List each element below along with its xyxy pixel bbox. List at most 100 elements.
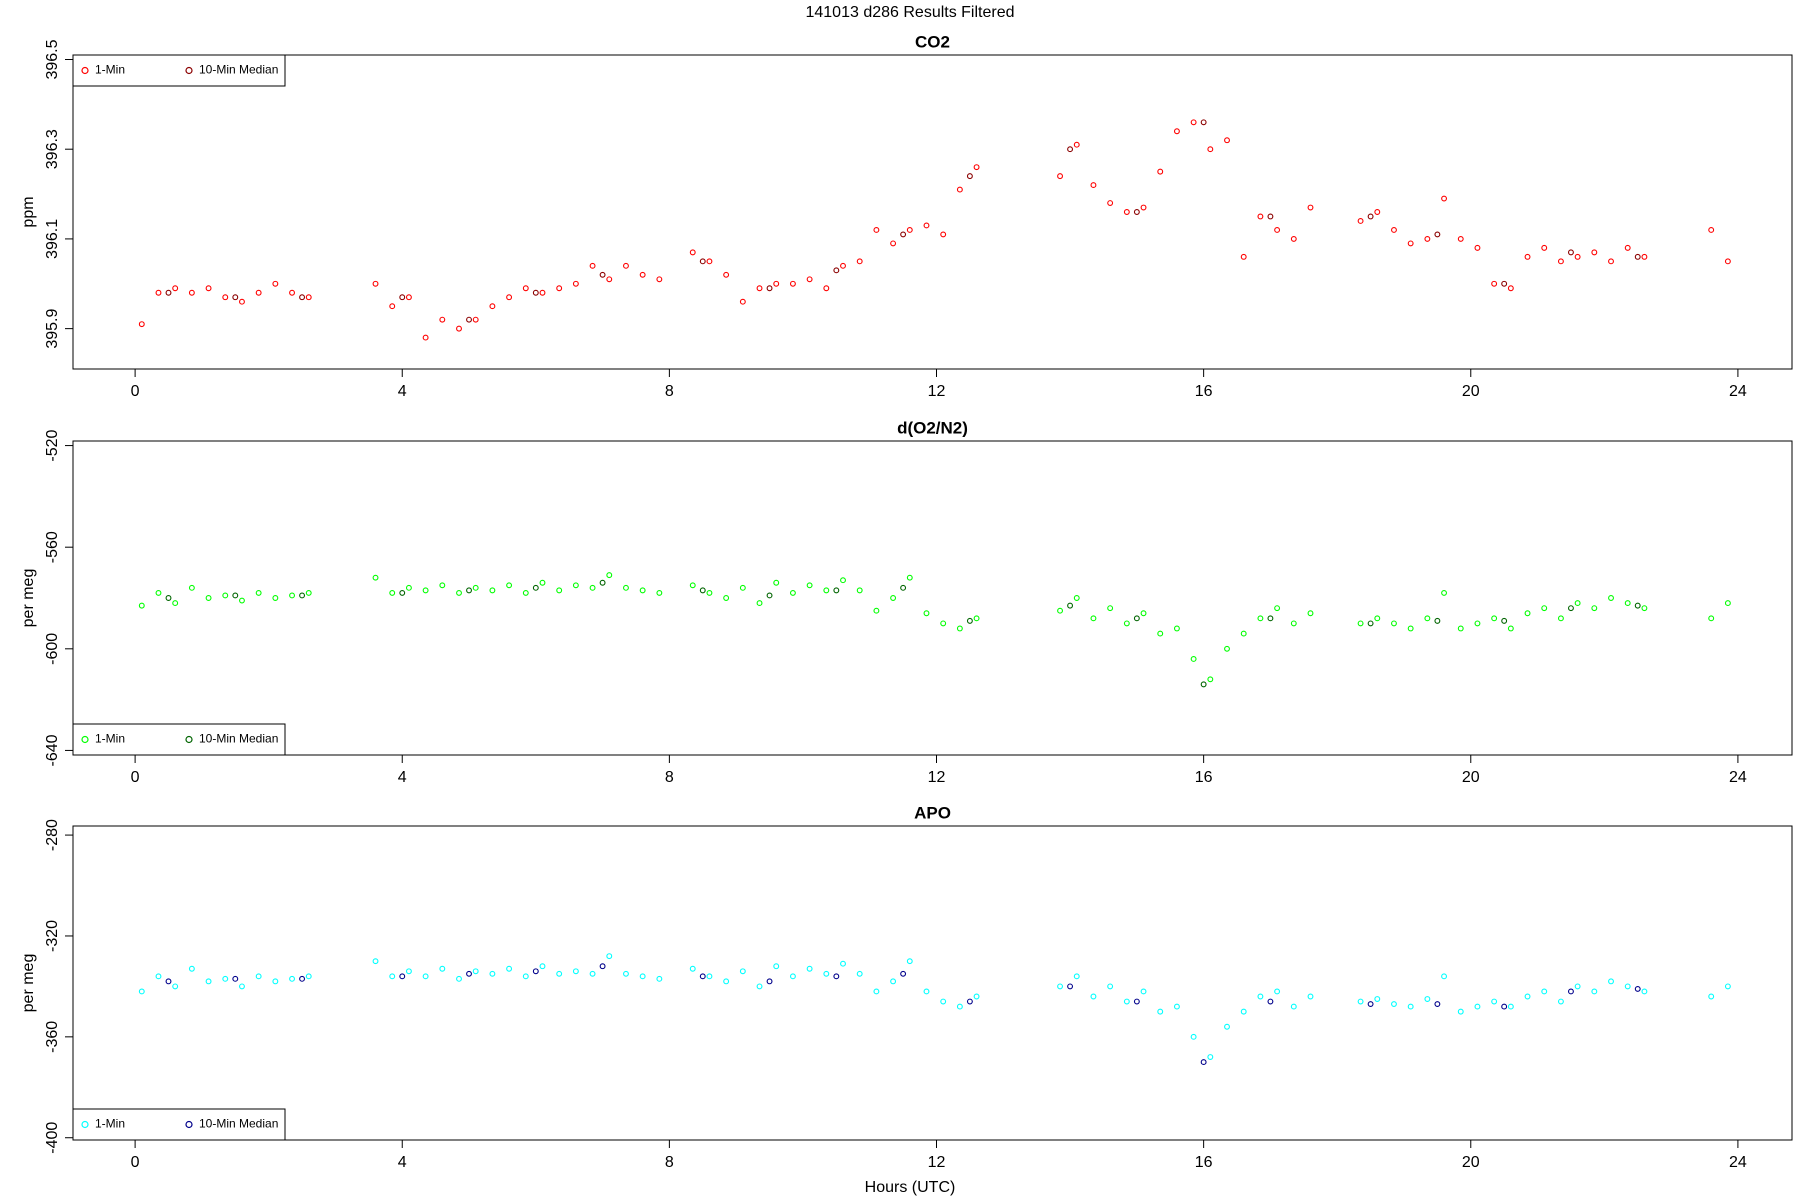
data-point (1107, 605, 1114, 612)
data-point (739, 298, 746, 305)
data-point (1224, 645, 1230, 652)
data-point (1073, 973, 1080, 980)
x-tick-label: 4 (398, 769, 407, 786)
data-point (439, 316, 446, 323)
data-point (1274, 226, 1281, 233)
legend-symbol (81, 66, 89, 75)
x-tick-label: 12 (928, 1154, 946, 1171)
x-axis-label: Hours (UTC) (865, 1179, 956, 1196)
data-point (1524, 253, 1531, 260)
data-point (506, 965, 513, 972)
legend-symbol (81, 735, 89, 744)
x-tick-label: 20 (1462, 769, 1480, 786)
x-tick-label: 0 (131, 1154, 140, 1171)
data-point (823, 970, 830, 977)
data-point (900, 584, 907, 591)
y-tick-label: 396.5 (44, 39, 61, 79)
data-point (1157, 168, 1164, 175)
data-point (472, 316, 479, 323)
legend-label: 10-Min Median (199, 1117, 278, 1131)
data-point (1434, 231, 1441, 238)
data-point (906, 574, 913, 581)
data-point (522, 285, 529, 292)
plot-frame (72, 54, 1793, 370)
legend-box (72, 1108, 286, 1141)
data-point (399, 973, 406, 980)
data-point (766, 592, 773, 599)
x-tick-label: 0 (131, 383, 140, 400)
data-point (1123, 620, 1130, 627)
data-point (1641, 605, 1648, 612)
data-point (789, 589, 796, 596)
data-point (222, 294, 229, 301)
data-point (1624, 600, 1631, 607)
data-point (900, 231, 907, 238)
data-point (165, 595, 172, 601)
data-point (873, 988, 880, 995)
data-point (155, 973, 162, 980)
data-point (299, 975, 306, 982)
legend-box (72, 54, 286, 87)
data-point (399, 294, 406, 301)
data-point (1290, 1003, 1297, 1010)
data-point (966, 617, 973, 624)
data-point (773, 579, 780, 586)
data-point (188, 584, 195, 591)
data-point (155, 589, 162, 596)
data-point (873, 226, 880, 233)
data-point (572, 582, 579, 589)
data-point (389, 589, 396, 596)
data-point (923, 610, 930, 617)
data-point (890, 978, 897, 985)
panel-title: APO (914, 803, 951, 822)
data-point (606, 953, 613, 960)
data-point (656, 975, 663, 982)
data-point (472, 584, 479, 591)
data-point (372, 280, 379, 287)
data-point (840, 262, 846, 269)
x-tick-label: 0 (131, 769, 140, 786)
data-point (1524, 610, 1531, 617)
data-point (639, 271, 646, 278)
data-point (833, 973, 840, 980)
y-tick-label: 396.1 (44, 219, 61, 259)
data-point (155, 289, 162, 296)
y-axis-label: per meg (20, 954, 37, 1013)
data-point (1424, 615, 1431, 622)
data-point (789, 280, 796, 287)
data-point (532, 584, 539, 591)
data-point (539, 289, 546, 296)
x-tick-label: 24 (1729, 769, 1747, 786)
data-point (1123, 998, 1130, 1005)
data-point (1067, 602, 1074, 609)
data-point (1624, 244, 1631, 251)
panel-title: CO2 (915, 32, 950, 51)
data-point (1474, 1003, 1481, 1010)
data-point (1224, 137, 1230, 144)
data-point (833, 587, 840, 594)
data-point (606, 276, 613, 283)
data-point (706, 973, 713, 980)
data-point (723, 271, 730, 278)
legend-box (72, 723, 286, 756)
data-point (289, 975, 295, 982)
data-point (1367, 1001, 1374, 1008)
data-point (1290, 620, 1297, 627)
data-point (389, 303, 396, 310)
legend-label: 1-Min (95, 732, 125, 746)
data-point (1608, 595, 1614, 601)
data-point (405, 584, 412, 591)
data-point (1457, 235, 1464, 242)
data-point (1574, 253, 1581, 260)
data-point (1107, 983, 1114, 990)
data-point (289, 592, 295, 599)
data-point (689, 249, 696, 256)
y-tick-label: -360 (44, 1021, 61, 1053)
data-point (623, 262, 629, 269)
y-tick-label: 396.3 (44, 129, 61, 169)
data-point (973, 164, 980, 171)
data-point (1307, 204, 1314, 211)
data-point (1474, 620, 1481, 627)
